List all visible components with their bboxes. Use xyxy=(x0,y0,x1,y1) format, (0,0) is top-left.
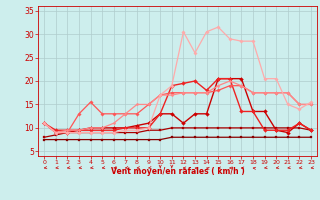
X-axis label: Vent moyen/en rafales ( km/h ): Vent moyen/en rafales ( km/h ) xyxy=(111,167,244,176)
